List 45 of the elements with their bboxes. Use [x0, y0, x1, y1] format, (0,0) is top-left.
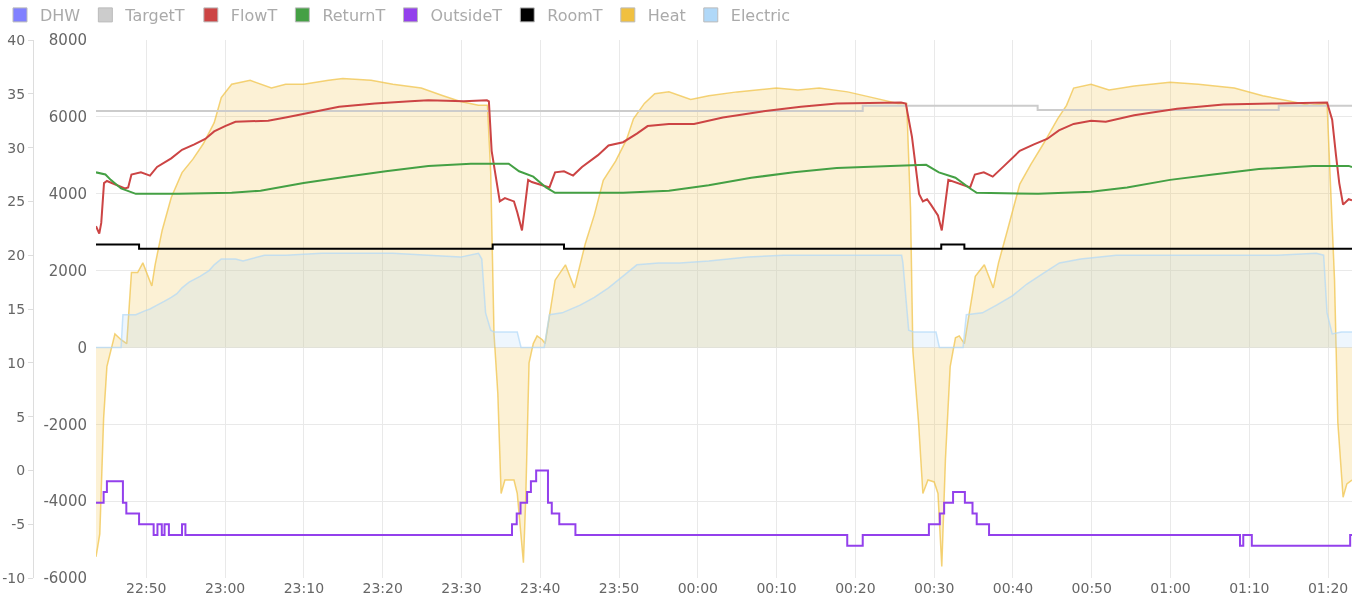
legend-label: ReturnT	[322, 6, 386, 26]
y-tick-label: 35	[7, 85, 26, 102]
y-tick-label: 30	[7, 139, 26, 156]
x-tick-label: 00:20	[835, 580, 876, 596]
y-tick-label: 20	[7, 247, 26, 264]
x-tick-label: 00:10	[756, 580, 797, 596]
y2-tick-label: 0	[77, 338, 87, 357]
y2-tick-label: 8000	[48, 31, 87, 50]
y-tick-label: -5	[11, 516, 26, 533]
y2-tick-label: 4000	[48, 184, 87, 203]
x-tick-label: 00:50	[1071, 580, 1112, 596]
x-tick-label: 00:40	[992, 580, 1034, 596]
legend-label: OutsideT	[430, 6, 503, 26]
y-tick-label: 0	[16, 462, 26, 479]
y2-tick-label: -2000	[43, 415, 87, 434]
x-tick-label: 23:50	[598, 580, 640, 596]
legend-label: Heat	[647, 6, 686, 26]
x-tick-label: 23:20	[362, 580, 403, 596]
x-tick-label: 01:00	[1150, 580, 1191, 596]
y2-tick-label: 6000	[48, 108, 87, 127]
y-tick-label: 40	[7, 31, 26, 48]
y-tick-label: 10	[7, 354, 26, 371]
x-tick-label: 01:10	[1229, 580, 1270, 596]
y-tick-label: -10	[2, 569, 26, 586]
legend-label: Electric	[730, 6, 791, 26]
y-tick-label: 15	[7, 300, 26, 317]
y-tick-label: 5	[16, 408, 26, 425]
y2-tick-label: -6000	[43, 569, 87, 588]
x-tick-label: 23:40	[520, 580, 561, 596]
legend-label: FlowT	[230, 6, 278, 26]
x-tick-label: 23:30	[441, 580, 482, 596]
y-tick-label: 25	[7, 193, 26, 210]
legend-label: TargetT	[124, 6, 185, 26]
x-tick-label: 00:30	[913, 580, 955, 596]
y2-tick-label: -4000	[43, 492, 87, 511]
x-tick-label: 00:00	[677, 580, 718, 596]
x-tick-label: 23:10	[283, 580, 325, 596]
line-series	[96, 162, 1352, 195]
x-tick-label: 22:50	[126, 580, 167, 596]
x-tick-label: 01:20	[1307, 580, 1349, 596]
legend-label: RoomT	[547, 6, 603, 26]
x-tick-label: 23:00	[204, 580, 246, 596]
y2-tick-label: 2000	[48, 261, 87, 280]
line-series	[96, 99, 1352, 235]
legend-label: DHW	[40, 6, 81, 26]
